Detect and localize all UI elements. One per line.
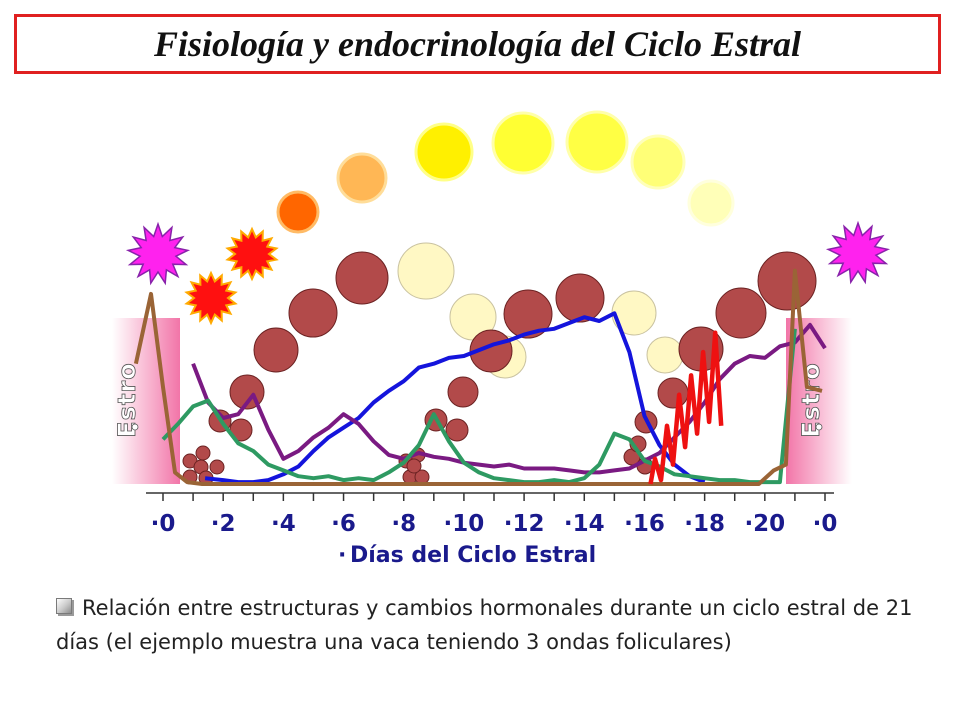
estrous-cycle-chart: Estro Estro [112,110,891,568]
follicle-wave-3 [503,251,817,475]
x-tick-label: ·18 [684,511,725,537]
x-tick-label: ·10 [444,511,485,537]
series-layer [133,268,827,486]
estro-label-right: Estro [797,362,825,437]
x-tick-label: ·4 [271,511,296,537]
x-tick-label: ·20 [744,511,785,537]
x-tick-label: ·8 [391,511,416,537]
follicle-wave-1 [182,251,389,486]
checkbox-bullet-icon [56,598,72,614]
x-axis-title: Días del Ciclo Estral [350,543,596,568]
x-tick-label: ·2 [211,511,236,537]
corpus-luteum-icon [414,122,474,182]
corpus-luteum-icon [276,190,320,234]
series-line-3 [161,328,797,485]
caption-text: Relación entre estructuras y cambios hor… [56,596,913,654]
page-title: Fisiología y endocrinología del Ciclo Es… [153,24,802,64]
x-tick-label: ·6 [331,511,356,537]
corpus-luteum-arc [184,110,735,326]
ovulation-burst-icon [225,226,279,282]
corpus-luteum-icon [336,152,388,204]
x-tick-label: ·12 [504,511,545,537]
title-box: Fisiología y endocrinología del Ciclo Es… [14,14,941,74]
series-line-1 [204,311,706,485]
estro-band-right: Estro [786,318,852,484]
x-tick-label: ·0 [151,511,176,537]
caption: Relación entre estructuras y cambios hor… [56,592,916,659]
series-line-4 [133,268,823,486]
estro-star-left-icon [125,221,191,286]
estro-band-left: Estro [112,318,180,484]
x-tick-label: ·0 [813,511,838,537]
corpus-luteum-icon [687,179,735,227]
corpus-luteum-icon [491,111,555,175]
ovulation-burst-icon [184,270,238,326]
x-tick-label: ·14 [564,511,605,537]
series-line-5 [648,330,724,485]
x-axis-ticks: ·0 ·2 ·4 ·6 ·8 ·10 ·12 ·14 ·16 ·18 ·20 ·0 [151,493,838,537]
estro-star-right-icon [825,220,891,285]
corpus-luteum-icon [630,134,686,190]
x-tick-label: ·16 [624,511,665,537]
follicle-wave-2 [397,242,527,485]
x-axis-title-dot: · [338,543,346,568]
corpus-luteum-icon [565,110,629,174]
